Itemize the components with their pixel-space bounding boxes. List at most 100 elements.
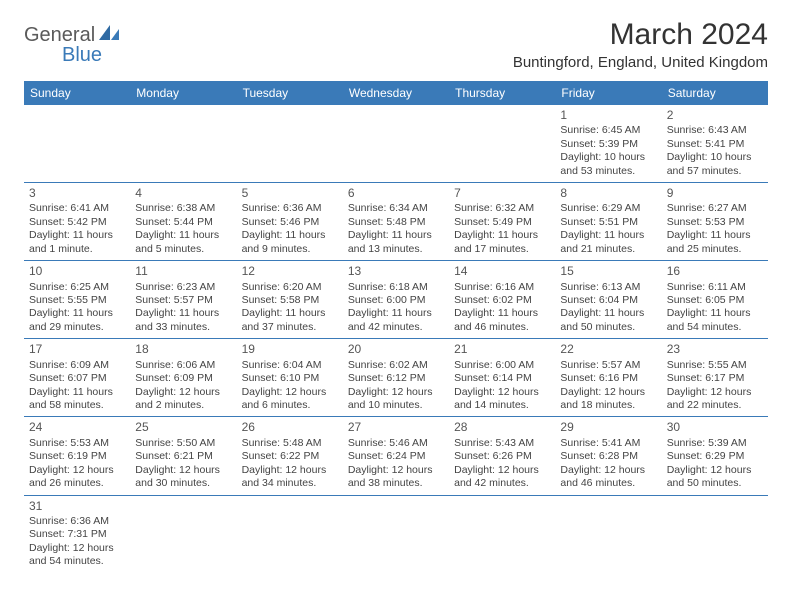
day-sunset: Sunset: 6:05 PM	[667, 294, 763, 307]
day-daylight: Daylight: 11 hours and 54 minutes.	[667, 307, 763, 334]
day-daylight: Daylight: 11 hours and 21 minutes.	[560, 229, 656, 256]
weekday-header: Tuesday	[237, 81, 343, 105]
calendar-empty	[130, 495, 236, 573]
day-number: 3	[29, 186, 125, 201]
day-daylight: Daylight: 12 hours and 42 minutes.	[454, 464, 550, 491]
calendar-day: 15Sunrise: 6:13 AMSunset: 6:04 PMDayligh…	[555, 261, 661, 339]
day-sunset: Sunset: 6:02 PM	[454, 294, 550, 307]
day-sunrise: Sunrise: 6:09 AM	[29, 359, 125, 372]
calendar-day: 17Sunrise: 6:09 AMSunset: 6:07 PMDayligh…	[24, 339, 130, 417]
weekday-header: Wednesday	[343, 81, 449, 105]
day-number: 10	[29, 264, 125, 279]
day-daylight: Daylight: 11 hours and 29 minutes.	[29, 307, 125, 334]
day-number: 2	[667, 108, 763, 123]
day-sunset: Sunset: 5:58 PM	[242, 294, 338, 307]
page-title: March 2024	[513, 18, 768, 52]
logo-sail-icon	[99, 25, 121, 46]
day-sunrise: Sunrise: 6:41 AM	[29, 202, 125, 215]
day-sunrise: Sunrise: 6:32 AM	[454, 202, 550, 215]
day-sunset: Sunset: 5:39 PM	[560, 138, 656, 151]
calendar-day: 7Sunrise: 6:32 AMSunset: 5:49 PMDaylight…	[449, 183, 555, 261]
calendar-day: 27Sunrise: 5:46 AMSunset: 6:24 PMDayligh…	[343, 417, 449, 495]
day-number: 5	[242, 186, 338, 201]
calendar-empty	[662, 495, 768, 573]
day-sunrise: Sunrise: 6:45 AM	[560, 124, 656, 137]
day-sunrise: Sunrise: 5:48 AM	[242, 437, 338, 450]
calendar-day: 26Sunrise: 5:48 AMSunset: 6:22 PMDayligh…	[237, 417, 343, 495]
day-number: 14	[454, 264, 550, 279]
day-sunrise: Sunrise: 6:04 AM	[242, 359, 338, 372]
day-sunset: Sunset: 5:51 PM	[560, 216, 656, 229]
calendar-day: 24Sunrise: 5:53 AMSunset: 6:19 PMDayligh…	[24, 417, 130, 495]
day-daylight: Daylight: 11 hours and 42 minutes.	[348, 307, 444, 334]
calendar-empty	[449, 495, 555, 573]
day-number: 7	[454, 186, 550, 201]
day-number: 9	[667, 186, 763, 201]
day-daylight: Daylight: 10 hours and 57 minutes.	[667, 151, 763, 178]
day-sunset: Sunset: 6:04 PM	[560, 294, 656, 307]
day-number: 24	[29, 420, 125, 435]
day-number: 1	[560, 108, 656, 123]
calendar-day: 12Sunrise: 6:20 AMSunset: 5:58 PMDayligh…	[237, 261, 343, 339]
day-sunset: Sunset: 6:19 PM	[29, 450, 125, 463]
day-daylight: Daylight: 11 hours and 25 minutes.	[667, 229, 763, 256]
day-sunrise: Sunrise: 6:43 AM	[667, 124, 763, 137]
day-daylight: Daylight: 11 hours and 13 minutes.	[348, 229, 444, 256]
weekday-header: Saturday	[662, 81, 768, 105]
calendar-day: 29Sunrise: 5:41 AMSunset: 6:28 PMDayligh…	[555, 417, 661, 495]
calendar-day: 21Sunrise: 6:00 AMSunset: 6:14 PMDayligh…	[449, 339, 555, 417]
day-daylight: Daylight: 12 hours and 18 minutes.	[560, 386, 656, 413]
day-sunset: Sunset: 7:31 PM	[29, 528, 125, 541]
calendar-day: 9Sunrise: 6:27 AMSunset: 5:53 PMDaylight…	[662, 183, 768, 261]
day-daylight: Daylight: 12 hours and 2 minutes.	[135, 386, 231, 413]
calendar-empty	[449, 105, 555, 183]
calendar-day: 20Sunrise: 6:02 AMSunset: 6:12 PMDayligh…	[343, 339, 449, 417]
day-sunrise: Sunrise: 6:25 AM	[29, 281, 125, 294]
day-sunrise: Sunrise: 5:43 AM	[454, 437, 550, 450]
page-subtitle: Buntingford, England, United Kingdom	[513, 54, 768, 71]
day-sunrise: Sunrise: 6:36 AM	[242, 202, 338, 215]
day-sunset: Sunset: 5:41 PM	[667, 138, 763, 151]
day-sunset: Sunset: 5:57 PM	[135, 294, 231, 307]
calendar-empty	[343, 105, 449, 183]
calendar-empty	[130, 105, 236, 183]
day-sunset: Sunset: 6:14 PM	[454, 372, 550, 385]
day-daylight: Daylight: 12 hours and 50 minutes.	[667, 464, 763, 491]
calendar-day: 2Sunrise: 6:43 AMSunset: 5:41 PMDaylight…	[662, 105, 768, 183]
calendar-day: 8Sunrise: 6:29 AMSunset: 5:51 PMDaylight…	[555, 183, 661, 261]
day-daylight: Daylight: 11 hours and 46 minutes.	[454, 307, 550, 334]
day-sunset: Sunset: 5:44 PM	[135, 216, 231, 229]
day-daylight: Daylight: 11 hours and 50 minutes.	[560, 307, 656, 334]
day-daylight: Daylight: 12 hours and 14 minutes.	[454, 386, 550, 413]
day-sunset: Sunset: 6:12 PM	[348, 372, 444, 385]
day-daylight: Daylight: 12 hours and 26 minutes.	[29, 464, 125, 491]
calendar-empty	[555, 495, 661, 573]
day-number: 16	[667, 264, 763, 279]
calendar-day: 22Sunrise: 5:57 AMSunset: 6:16 PMDayligh…	[555, 339, 661, 417]
day-sunrise: Sunrise: 5:50 AM	[135, 437, 231, 450]
calendar-day: 3Sunrise: 6:41 AMSunset: 5:42 PMDaylight…	[24, 183, 130, 261]
day-sunset: Sunset: 6:07 PM	[29, 372, 125, 385]
day-sunset: Sunset: 6:26 PM	[454, 450, 550, 463]
calendar-day: 6Sunrise: 6:34 AMSunset: 5:48 PMDaylight…	[343, 183, 449, 261]
day-number: 29	[560, 420, 656, 435]
day-number: 27	[348, 420, 444, 435]
day-daylight: Daylight: 12 hours and 22 minutes.	[667, 386, 763, 413]
day-sunrise: Sunrise: 6:29 AM	[560, 202, 656, 215]
day-sunset: Sunset: 6:29 PM	[667, 450, 763, 463]
calendar-day: 30Sunrise: 5:39 AMSunset: 6:29 PMDayligh…	[662, 417, 768, 495]
calendar-table: SundayMondayTuesdayWednesdayThursdayFrid…	[24, 81, 768, 573]
day-daylight: Daylight: 11 hours and 9 minutes.	[242, 229, 338, 256]
day-sunrise: Sunrise: 6:11 AM	[667, 281, 763, 294]
day-sunset: Sunset: 6:09 PM	[135, 372, 231, 385]
logo-text-blue: Blue	[62, 44, 102, 66]
day-daylight: Daylight: 12 hours and 6 minutes.	[242, 386, 338, 413]
calendar-day: 19Sunrise: 6:04 AMSunset: 6:10 PMDayligh…	[237, 339, 343, 417]
calendar-week: 10Sunrise: 6:25 AMSunset: 5:55 PMDayligh…	[24, 261, 768, 339]
day-sunset: Sunset: 5:42 PM	[29, 216, 125, 229]
calendar-week: 1Sunrise: 6:45 AMSunset: 5:39 PM Daylight…	[24, 105, 768, 183]
logo-line2: Blue	[24, 44, 102, 67]
day-daylight: Daylight: 11 hours and 37 minutes.	[242, 307, 338, 334]
weekday-header: Thursday	[449, 81, 555, 105]
day-sunrise: Sunrise: 6:16 AM	[454, 281, 550, 294]
